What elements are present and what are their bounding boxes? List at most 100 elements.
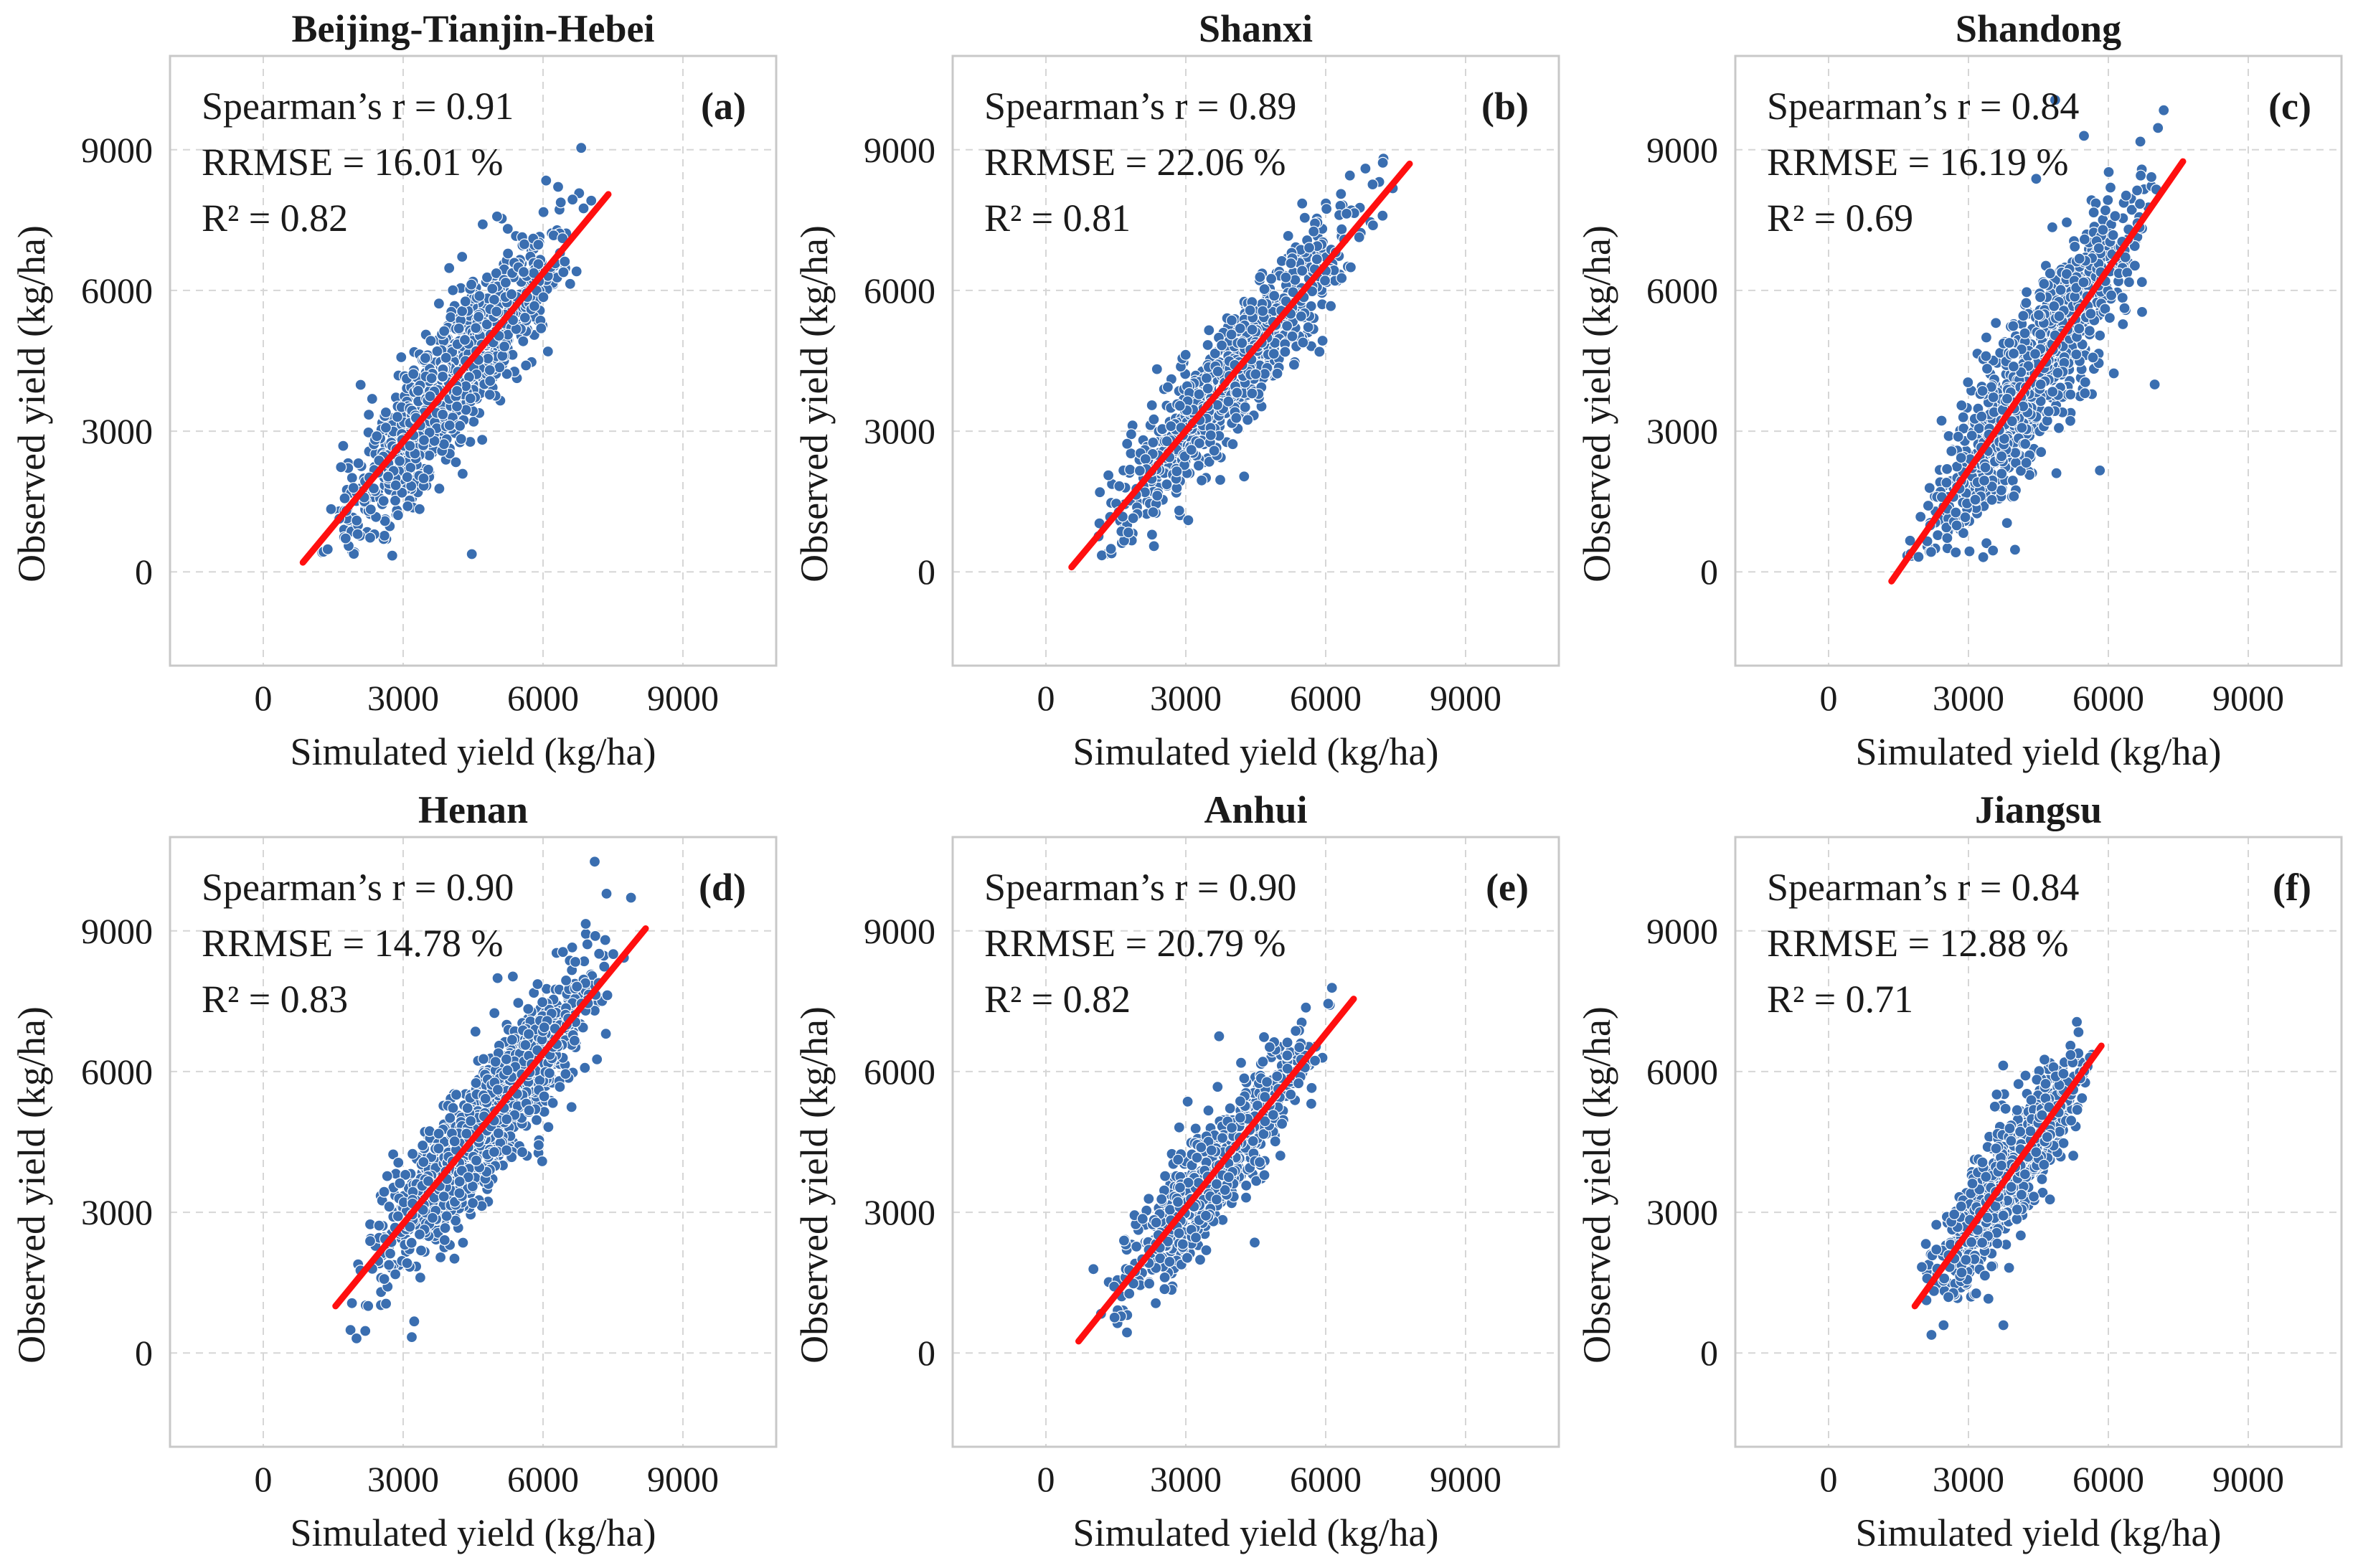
data-point xyxy=(431,345,443,357)
data-point xyxy=(523,1104,535,1117)
data-point xyxy=(2135,169,2147,181)
regression-line xyxy=(332,925,649,1310)
data-point xyxy=(500,1053,513,1065)
data-point xyxy=(1987,544,1999,557)
data-point xyxy=(2047,385,2059,398)
y-tick-label: 6000 xyxy=(1646,270,1718,311)
data-point xyxy=(1285,257,1297,270)
data-point xyxy=(537,206,550,218)
data-point xyxy=(465,278,478,291)
data-point xyxy=(569,955,582,968)
data-point xyxy=(1297,336,1309,349)
data-point xyxy=(1215,339,1228,351)
data-point xyxy=(352,457,364,470)
data-point xyxy=(2118,302,2131,314)
y-tick-label: 6000 xyxy=(864,1052,935,1092)
data-point xyxy=(501,368,513,380)
data-point xyxy=(1311,253,1323,265)
data-point xyxy=(1202,339,1214,351)
panel-title: Shandong xyxy=(1956,7,2121,50)
x-tick-label: 0 xyxy=(1820,678,1838,718)
data-point xyxy=(543,1067,556,1080)
data-point xyxy=(384,1247,397,1260)
data-point xyxy=(1981,362,1994,375)
data-point xyxy=(456,468,469,480)
data-point xyxy=(2019,327,2031,339)
data-point xyxy=(1208,445,1220,457)
data-point xyxy=(1230,412,1242,424)
data-point xyxy=(488,1146,501,1158)
x-tick-label: 0 xyxy=(1037,678,1055,718)
data-point xyxy=(1962,376,1974,389)
data-point xyxy=(2123,276,2135,288)
data-point xyxy=(383,1201,395,1213)
data-point xyxy=(532,258,544,270)
data-point xyxy=(325,503,337,515)
data-point xyxy=(418,472,430,485)
data-point xyxy=(1133,465,1146,477)
data-point xyxy=(589,930,601,943)
data-point xyxy=(577,202,590,214)
data-point xyxy=(532,978,544,991)
x-axis-label: Simulated yield (kg/ha) xyxy=(291,730,656,773)
panel-title: Beijing-Tianjin-Hebei xyxy=(291,7,654,50)
data-point xyxy=(1238,1072,1250,1085)
data-point xyxy=(2078,233,2090,245)
data-point xyxy=(516,1146,529,1158)
data-point xyxy=(1956,400,1968,412)
data-point xyxy=(491,1084,504,1096)
data-point xyxy=(1239,401,1251,413)
data-point xyxy=(2079,376,2091,389)
data-point xyxy=(1980,331,1992,344)
data-point xyxy=(415,1245,428,1257)
data-point xyxy=(1996,450,2008,463)
data-point xyxy=(2016,422,2028,434)
data-point xyxy=(379,406,392,419)
data-point xyxy=(417,1139,429,1152)
y-tick-label: 6000 xyxy=(864,270,935,311)
data-point xyxy=(2073,323,2085,335)
data-point xyxy=(2078,130,2090,142)
data-point xyxy=(522,1003,534,1015)
data-point xyxy=(1980,350,1992,362)
data-point xyxy=(451,400,463,412)
data-point xyxy=(500,1144,513,1156)
data-point xyxy=(1195,474,1208,486)
panel-c: 0 3000 6000 90000300060009000ShandongSpearm… xyxy=(1575,7,2343,773)
data-point xyxy=(2094,464,2106,477)
data-point xyxy=(1298,212,1311,224)
data-point xyxy=(2065,388,2077,401)
data-point xyxy=(413,503,426,515)
x-tick-label: 0 xyxy=(255,678,273,718)
data-point xyxy=(389,494,402,507)
data-point xyxy=(489,1056,501,1068)
data-point xyxy=(2149,378,2161,391)
data-point xyxy=(532,239,544,251)
data-point xyxy=(580,927,592,940)
data-point xyxy=(496,350,509,362)
data-point xyxy=(1161,381,1174,393)
data-point xyxy=(579,1062,591,1074)
y-tick-label: 0 xyxy=(918,552,935,592)
data-point xyxy=(565,1101,577,1113)
data-point xyxy=(1367,179,1379,191)
data-point xyxy=(2050,467,2062,479)
data-point xyxy=(394,1177,406,1189)
y-tick-label: 0 xyxy=(135,552,153,592)
data-point xyxy=(1978,474,1991,487)
data-point xyxy=(1102,469,1115,481)
data-point xyxy=(1925,546,1937,558)
y-tick-label: 9000 xyxy=(81,130,153,170)
data-point xyxy=(2008,490,2020,503)
data-point xyxy=(2133,198,2146,210)
data-point xyxy=(566,194,579,206)
data-point xyxy=(378,1186,390,1198)
data-point xyxy=(1950,546,1962,559)
data-point xyxy=(2136,276,2148,288)
data-point xyxy=(477,1053,490,1065)
data-point xyxy=(2001,392,2013,405)
data-point xyxy=(457,1237,469,1249)
data-point xyxy=(2006,474,2019,487)
data-point xyxy=(1951,519,1963,532)
data-point xyxy=(2104,181,2117,194)
